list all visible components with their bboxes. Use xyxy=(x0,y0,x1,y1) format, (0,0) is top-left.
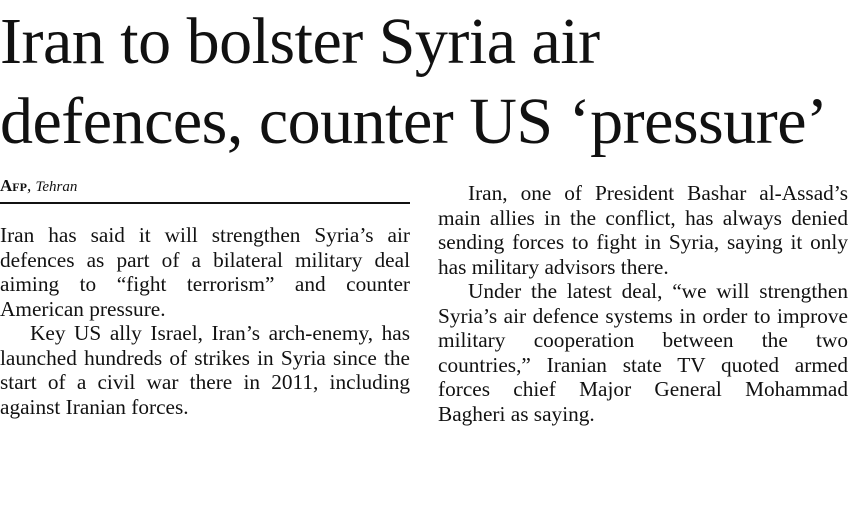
byline-place: Tehran xyxy=(35,179,78,195)
paragraph: Key US ally Israel, Iran’s arch-enemy, h… xyxy=(0,321,410,419)
article-column-right: Iran, one of President Bashar al-Assad’s… xyxy=(438,181,848,426)
article-column-left: Iran has said it will strengthen Syria’s… xyxy=(0,223,410,419)
byline-separator: , xyxy=(26,176,36,195)
paragraph: Under the latest deal, “we will strength… xyxy=(438,279,848,426)
paragraph: Iran, one of President Bashar al-Assad’s… xyxy=(438,181,848,279)
byline: Afp, Tehran xyxy=(0,176,410,204)
paragraph: Iran has said it will strengthen Syria’s… xyxy=(0,223,410,321)
byline-agency: Afp xyxy=(0,176,27,195)
headline: Iran to bolster Syria air defences, coun… xyxy=(0,5,828,158)
